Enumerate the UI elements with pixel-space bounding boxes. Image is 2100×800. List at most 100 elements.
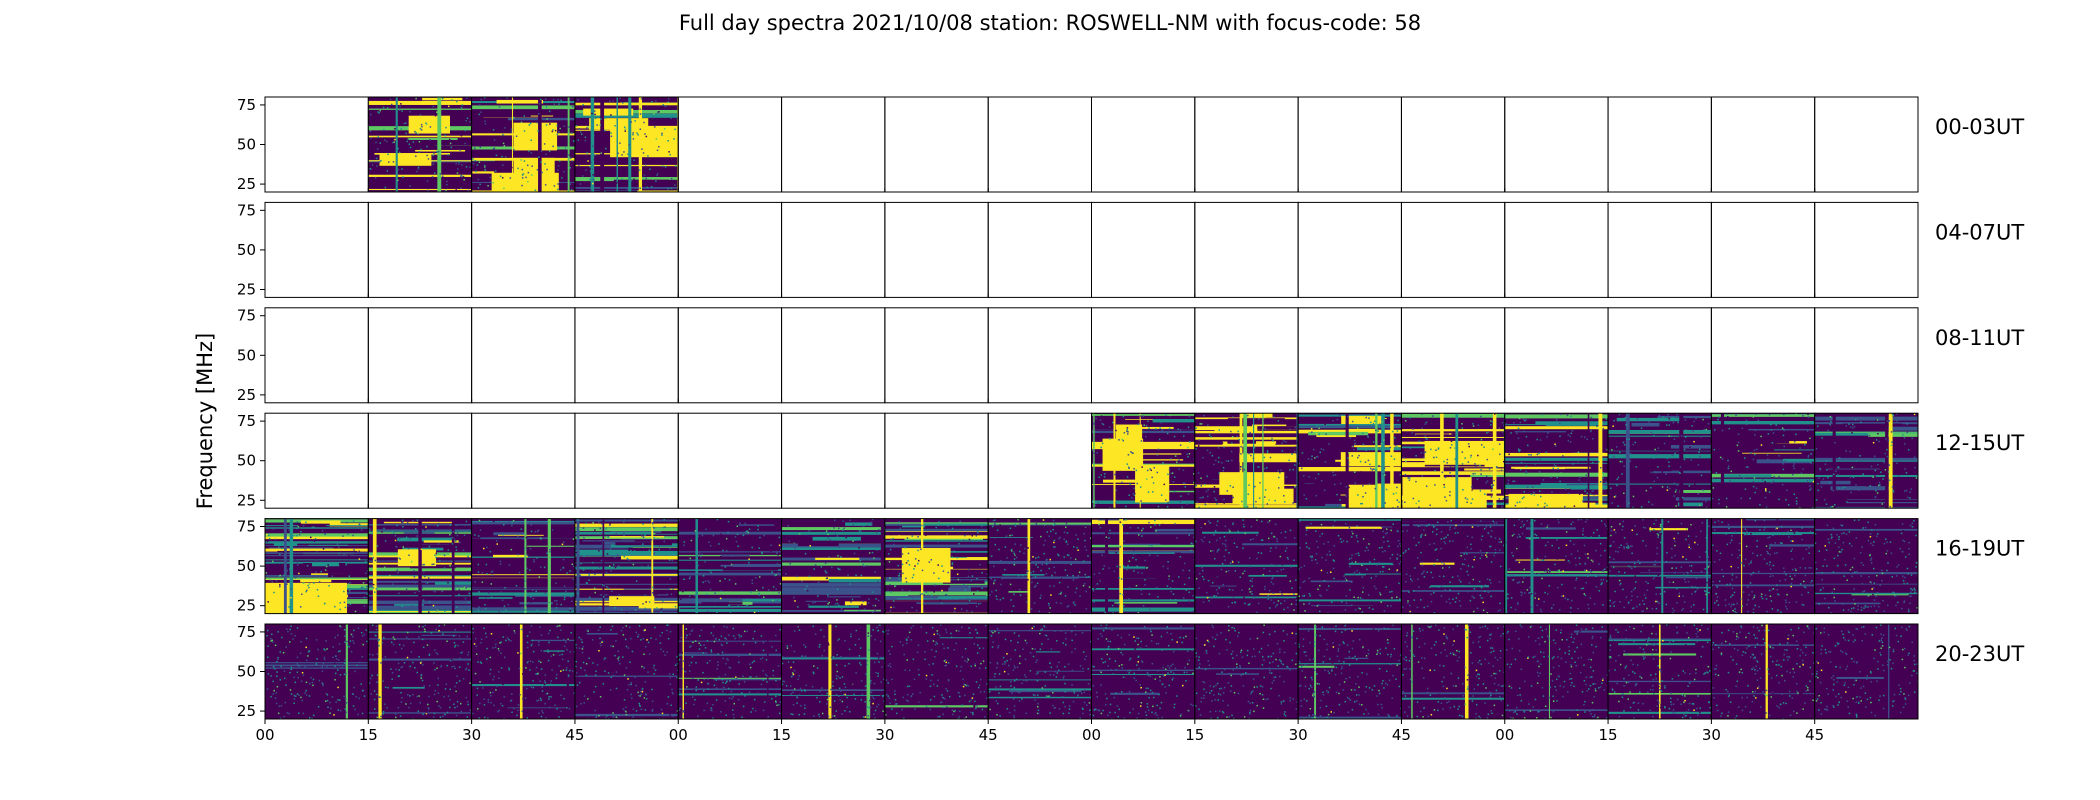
- y-tick-label: 75: [237, 412, 256, 430]
- spectra-row: 25 50 75: [237, 518, 1919, 615]
- spectrum-panel: [884, 518, 989, 615]
- spectrum-panel: [1504, 307, 1609, 404]
- spectrum-panel: [1297, 307, 1402, 404]
- panel-frame: [884, 201, 989, 298]
- panel-frame: [471, 201, 576, 298]
- panel-frame: [1814, 201, 1919, 298]
- spectrum-heatmap: [884, 518, 989, 614]
- spectrum-panel: [1504, 412, 1609, 509]
- panel-frame: [1814, 623, 1919, 720]
- spectrum-panel: [987, 412, 1092, 509]
- spectrum-panel: [987, 96, 1092, 193]
- spectrum-panel: [884, 623, 989, 720]
- spectrum-heatmap: [1814, 624, 1918, 719]
- spectrum-panel: [1814, 412, 1919, 509]
- spectrum-panel: [884, 96, 989, 193]
- y-tick-label: 50: [237, 557, 256, 575]
- spectrum-panel: [781, 96, 886, 193]
- y-tick-label: 50: [237, 663, 256, 681]
- panel-frame: [574, 201, 679, 298]
- panel-frame: [1504, 96, 1609, 193]
- spectrum-panel: [367, 412, 473, 509]
- spectrum-panel: [574, 307, 679, 404]
- y-axis: 25 50 75: [237, 412, 265, 509]
- panel-frame: [677, 201, 783, 298]
- x-tick-label: 30: [462, 726, 481, 744]
- spectrum-panel: [677, 412, 783, 509]
- spectrum-panel: [1091, 201, 1196, 298]
- y-tick-label: 75: [237, 307, 256, 325]
- panel-frame: [1091, 307, 1196, 404]
- spectrum-panel: [1400, 307, 1506, 404]
- spectrum-panel: [1091, 412, 1196, 509]
- y-tick-label: 50: [237, 452, 256, 470]
- spectrum-heatmap: [1401, 518, 1505, 614]
- spectrum-panel: [1504, 518, 1609, 615]
- spectrum-panel: [1194, 623, 1299, 720]
- spectrum-panel: [1504, 96, 1609, 193]
- spectra-row: 25 50 75: [237, 412, 1919, 509]
- spectrum-panel: [1194, 96, 1299, 193]
- x-tick-label: 30: [875, 726, 894, 744]
- spectrum-panel: [1297, 201, 1402, 298]
- spectrum-panel: [677, 307, 783, 404]
- spectra-row: 25 50 75: [237, 623, 1919, 720]
- y-tick-label: 50: [237, 241, 256, 259]
- spectrum-heatmap: [471, 97, 575, 192]
- spectrum-panel: [1710, 518, 1816, 615]
- panel-frame: [1607, 96, 1712, 193]
- spectrum-panel: [1400, 518, 1506, 615]
- panel-frame: [1814, 307, 1919, 404]
- spectrum-heatmap: [1298, 624, 1402, 719]
- panel-frame: [367, 307, 473, 404]
- spectrum-heatmap: [1091, 413, 1195, 509]
- spectrum-panel: [1400, 201, 1506, 298]
- spectrum-panel: [677, 518, 783, 615]
- spectrum-panel: [1710, 623, 1816, 720]
- spectrum-heatmap: [471, 518, 575, 614]
- spectrum-heatmap: [574, 518, 679, 614]
- spectrum-panel: [677, 623, 783, 720]
- spectrum-panel: [471, 518, 576, 615]
- spectrum-heatmap: [1608, 518, 1712, 614]
- panel-frame: [1297, 96, 1402, 193]
- spectrum-heatmap: [1504, 518, 1609, 614]
- panel-frame: [781, 96, 886, 193]
- spectrum-heatmap: [678, 518, 782, 614]
- y-tick-label: 50: [237, 346, 256, 364]
- spectrum-panel: [471, 307, 576, 404]
- spectrum-heatmap: [265, 624, 369, 719]
- spectrum-panel: [884, 307, 989, 404]
- x-axis: 00 15 30 45 00 15 30 45 00 15 30 45 00 15 30 45: [255, 719, 1824, 744]
- spectrum-heatmap: [1504, 624, 1609, 719]
- spectrum-panel: [677, 201, 783, 298]
- spectrum-heatmap: [1401, 413, 1505, 509]
- x-tick-label: 00: [669, 726, 688, 744]
- spectra-row: 25 50 75: [237, 307, 1919, 404]
- spectrum-panel: [264, 623, 369, 720]
- spectrum-panel: [1400, 412, 1506, 509]
- y-tick-label: 25: [237, 175, 256, 193]
- spectrum-heatmap: [1401, 624, 1505, 719]
- panel-frame: [1400, 307, 1506, 404]
- y-tick-label: 25: [237, 491, 256, 509]
- panel-frame: [1607, 307, 1712, 404]
- spectrum-panel: [781, 623, 886, 720]
- spectrum-panel: [1814, 518, 1919, 615]
- spectra-panels: 25 50 75 25 50 75 25 50 75 25 50 75 25 50 75 25 50 75: [237, 96, 1919, 720]
- spectrum-heatmap: [368, 518, 472, 614]
- y-tick-label: 50: [237, 136, 256, 154]
- spectrum-heatmap: [1298, 413, 1402, 509]
- panel-frame: [1194, 96, 1299, 193]
- spectrum-panel: [1607, 518, 1712, 615]
- spectrum-panel: [471, 96, 576, 193]
- spectrum-panel: [1607, 201, 1712, 298]
- panel-frame: [1091, 96, 1196, 193]
- x-tick-label: 00: [1495, 726, 1514, 744]
- spectrum-panel: [781, 518, 886, 615]
- spectrum-panel: [264, 96, 369, 193]
- spectrum-heatmap: [368, 624, 472, 719]
- spectrum-heatmap: [1608, 413, 1712, 509]
- x-tick-label: 45: [1805, 726, 1824, 744]
